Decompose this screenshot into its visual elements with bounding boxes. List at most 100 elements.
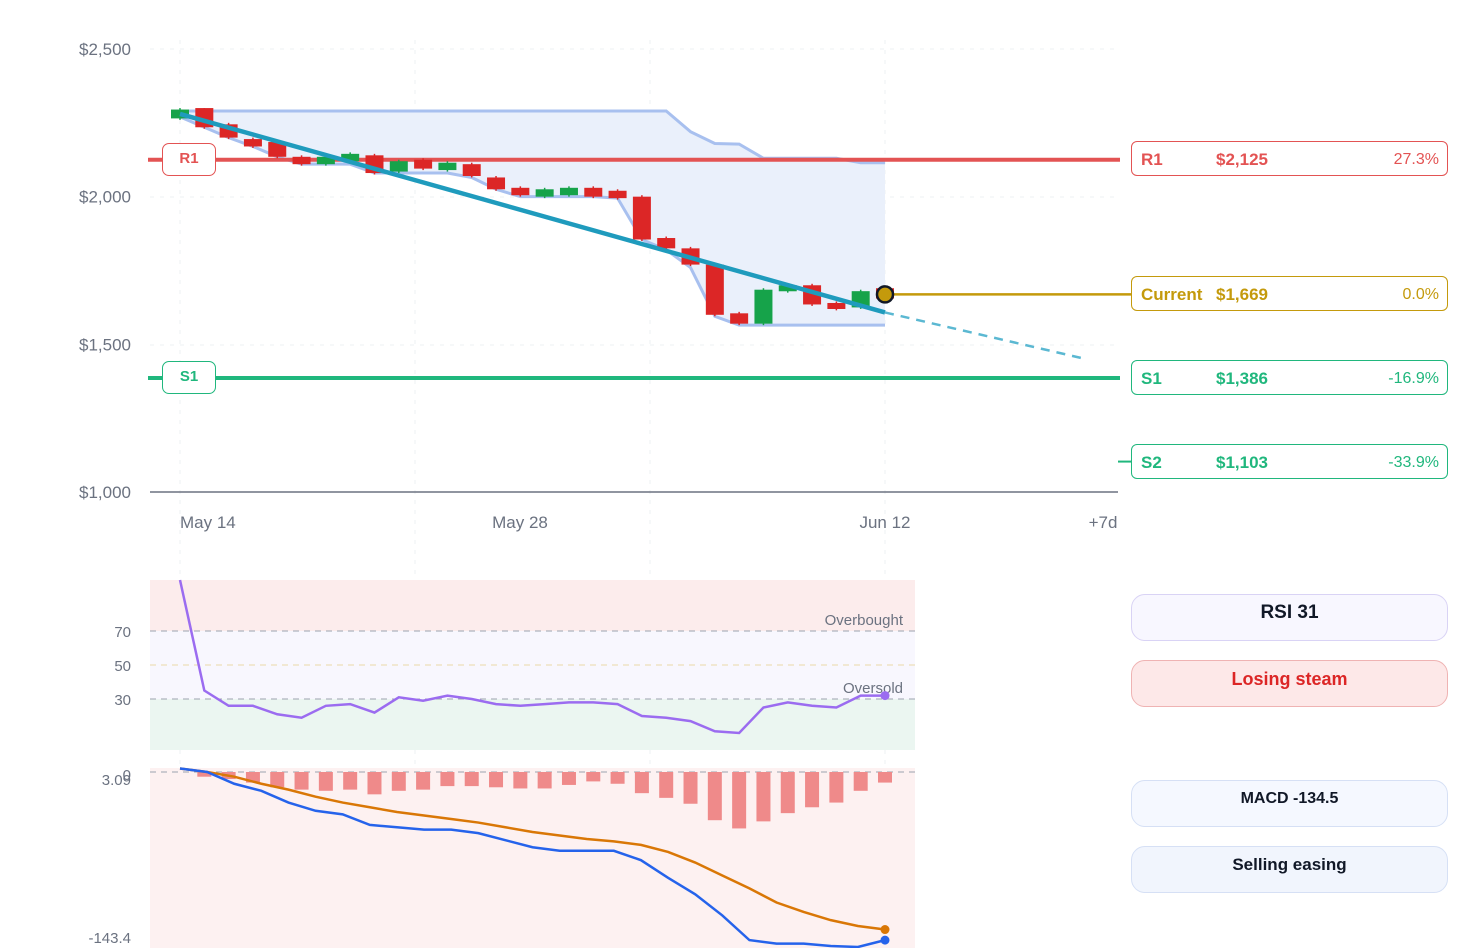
macd-histogram-bar: [659, 772, 674, 798]
macd-histogram-bar: [197, 772, 212, 777]
x-tick-label: +7d: [1089, 513, 1118, 532]
macd-histogram-bar: [586, 772, 601, 782]
rsi-title-pill: RSI 31: [1131, 594, 1448, 641]
macd-histogram-bar: [367, 772, 382, 795]
trend-projection: [884, 311, 1087, 361]
candle-body: [341, 153, 360, 162]
y-tick-label: $1,000: [79, 483, 131, 502]
level-percent: -33.9%: [1388, 454, 1439, 471]
rsi-status-pill: Losing steam: [1131, 660, 1448, 707]
macd-histogram-bar: [318, 772, 333, 791]
x-tick-label: May 14: [180, 513, 236, 532]
macd-background: [150, 768, 915, 948]
level-name: S2: [1141, 453, 1162, 472]
candle-body: [462, 164, 481, 176]
level-percent: 0.0%: [1402, 286, 1439, 303]
macd-histogram-bar: [343, 772, 358, 790]
candle-body: [730, 313, 749, 324]
level-box-s1: S1 $1,386 -16.9%: [1131, 360, 1448, 395]
level-percent: 27.3%: [1393, 151, 1439, 168]
macd-histogram-bar: [489, 772, 504, 788]
macd-histogram-bar: [513, 772, 528, 789]
candle-body: [511, 187, 530, 196]
macd-histogram-bar: [416, 772, 431, 790]
y-tick-label: $2,000: [79, 188, 131, 207]
trend-line: [179, 111, 886, 315]
level-price: $2,125: [1216, 150, 1268, 169]
overbought-label: Overbought: [825, 612, 904, 629]
candle-body: [705, 264, 724, 315]
candle-body: [584, 187, 603, 197]
candle-body: [414, 159, 433, 169]
y-tick-label: $2,500: [79, 40, 131, 59]
macd-histogram-bar: [756, 772, 771, 822]
rsi-line: [178, 579, 885, 735]
signal-line: [179, 767, 886, 931]
macd-histogram-bar: [780, 772, 795, 814]
macd-last-point: [880, 935, 890, 945]
candle-body: [389, 161, 408, 172]
candle-body: [268, 142, 287, 157]
candle-body: [438, 162, 457, 171]
macd-tick-label: 3.09: [102, 772, 131, 789]
macd-histogram-bar: [440, 772, 455, 787]
macd-histogram-bar: [270, 772, 285, 788]
macd-histogram-bar: [245, 772, 260, 783]
macd-histogram-bar: [634, 772, 649, 794]
macd-histogram-bar: [294, 772, 309, 790]
rsi-tick-label: 70: [114, 624, 131, 641]
level-box-s2: S2 $1,103 -33.9%: [1131, 444, 1448, 479]
macd-histogram-bar: [683, 772, 698, 804]
x-tick-label: Jun 12: [859, 513, 910, 532]
macd-histogram-bar: [829, 772, 844, 803]
candle-body: [559, 187, 578, 196]
candle-body: [632, 196, 651, 240]
candle-body: [316, 156, 335, 165]
macd-title-pill: MACD -134.5: [1131, 780, 1448, 827]
s1-left-tag: S1: [162, 361, 216, 394]
price-chart: $2,500 $2,000 $1,500 $1,000 May 14 May 28 Jun …: [79, 40, 1131, 948]
macd-status-pill: Selling easing: [1131, 846, 1448, 893]
macd-tick-label: -143.4: [88, 930, 131, 947]
level-price: $1,103: [1216, 453, 1268, 472]
level-box-current: Current $1,669 0.0%: [1131, 276, 1448, 311]
level-box-r1: R1 $2,125 27.3%: [1131, 141, 1448, 176]
candle-body: [657, 238, 676, 249]
candle-body: [243, 139, 262, 147]
r1-left-tag: R1: [162, 143, 216, 176]
x-tick-label: May 28: [492, 513, 548, 532]
signal-last-point: [880, 925, 890, 935]
candle-body: [487, 177, 506, 190]
candle-body: [535, 189, 554, 197]
oversold-zone: [150, 699, 915, 750]
macd-histogram-bar: [805, 772, 820, 808]
candle-body: [827, 302, 846, 309]
overbought-zone: [150, 580, 915, 631]
rsi-tick-label: 50: [114, 658, 131, 675]
level-price: $1,669: [1216, 285, 1268, 304]
level-price: $1,386: [1216, 369, 1268, 388]
macd-histogram-bar: [561, 772, 576, 785]
rsi-tick-label: 30: [114, 692, 131, 709]
rsi-last-point: [880, 691, 890, 701]
macd-chart: 03.09 -143.4: [88, 767, 915, 948]
level-name: R1: [1141, 150, 1163, 169]
macd-histogram-bar: [732, 772, 747, 829]
macd-histogram-bar: [391, 772, 406, 791]
candle-body: [608, 190, 627, 199]
candle-body: [292, 156, 311, 165]
macd-histogram-bar: [464, 772, 479, 787]
macd-histogram-bar: [707, 772, 722, 821]
candle-body: [754, 289, 773, 324]
macd-tick-label: 0: [123, 767, 131, 784]
macd-line: [179, 767, 886, 948]
neutral-zone: [150, 631, 915, 699]
y-tick-label: $1,500: [79, 335, 131, 354]
current-price-marker: [875, 285, 895, 304]
macd-histogram-bar: [537, 772, 552, 789]
level-name: S1: [1141, 369, 1162, 388]
level-percent: -16.9%: [1388, 370, 1439, 387]
macd-histogram-bar: [853, 772, 868, 791]
